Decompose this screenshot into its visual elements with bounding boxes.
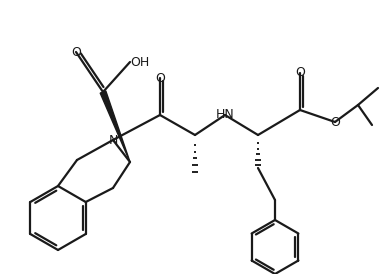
Text: HN: HN bbox=[216, 109, 234, 121]
Text: O: O bbox=[330, 116, 340, 129]
Polygon shape bbox=[100, 91, 130, 162]
Text: OH: OH bbox=[130, 56, 149, 68]
Text: O: O bbox=[155, 72, 165, 84]
Text: O: O bbox=[71, 45, 81, 59]
Text: N: N bbox=[108, 133, 118, 147]
Text: O: O bbox=[295, 67, 305, 79]
